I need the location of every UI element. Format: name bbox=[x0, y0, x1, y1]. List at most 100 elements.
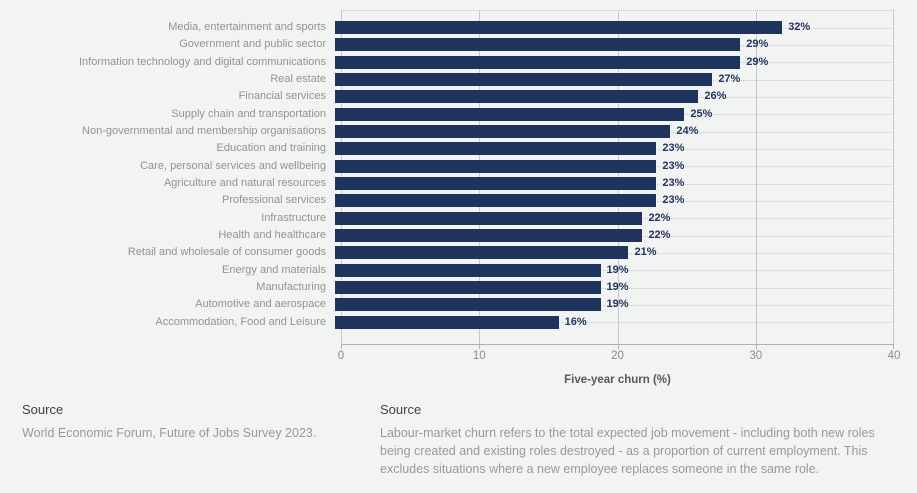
category-label: Government and public sector bbox=[179, 38, 326, 51]
category-label: Manufacturing bbox=[256, 281, 326, 294]
value-label: 26% bbox=[704, 90, 727, 103]
gridline-x-30 bbox=[755, 11, 757, 344]
bar bbox=[335, 142, 657, 156]
bar-track: 22% bbox=[335, 227, 894, 244]
chart-row: Real estate 27% bbox=[0, 71, 894, 88]
value-label: 23% bbox=[662, 177, 685, 190]
x-ticklabel-20: 20 bbox=[611, 350, 624, 362]
value-label: 19% bbox=[606, 281, 629, 294]
row-dotted-gridline bbox=[335, 322, 894, 324]
bar bbox=[335, 125, 671, 139]
bar bbox=[335, 107, 685, 121]
value-label: 21% bbox=[634, 246, 657, 259]
x-ticklabel-40: 40 bbox=[887, 350, 901, 362]
x-ticklabel-0: 0 bbox=[337, 350, 345, 362]
x-tickmark-20 bbox=[617, 345, 619, 349]
chart-row: Media, entertainment and sports 32% bbox=[0, 19, 894, 36]
category-label: Information technology and digital commu… bbox=[78, 55, 326, 68]
bar-track: 25% bbox=[335, 106, 894, 123]
chart-row: Supply chain and transportation 25% bbox=[0, 106, 894, 123]
bar-track: 23% bbox=[335, 140, 894, 157]
chart-row: Accommodation, Food and Leisure 16% bbox=[0, 314, 894, 331]
x-tickmark-30 bbox=[755, 345, 757, 349]
value-label: 24% bbox=[676, 125, 699, 138]
bar-track: 21% bbox=[335, 244, 894, 261]
bar-track: 26% bbox=[335, 88, 894, 105]
bar-track: 32% bbox=[335, 19, 894, 36]
value-label: 22% bbox=[648, 229, 671, 242]
category-label: Education and training bbox=[216, 142, 326, 155]
bar bbox=[335, 298, 601, 312]
category-label: Health and healthcare bbox=[218, 229, 326, 242]
bar-track: 19% bbox=[335, 262, 894, 279]
x-tickmark-0 bbox=[341, 345, 342, 349]
bar bbox=[335, 263, 601, 277]
gridline-x-40 bbox=[893, 11, 894, 344]
category-label: Energy and materials bbox=[222, 263, 326, 276]
value-label: 23% bbox=[662, 194, 685, 207]
chart-row: Information technology and digital commu… bbox=[0, 54, 894, 71]
value-label: 27% bbox=[718, 73, 741, 86]
x-ticklabel-30: 30 bbox=[749, 350, 763, 362]
bar-track: 27% bbox=[335, 71, 894, 88]
category-label: Retail and wholesale of consumer goods bbox=[127, 246, 326, 259]
value-label: 22% bbox=[648, 211, 671, 224]
bar bbox=[335, 194, 657, 208]
x-ticklabel-10: 10 bbox=[472, 350, 486, 362]
x-axis-tickmarks bbox=[341, 345, 894, 350]
source-right: Source Labour-market churn refers to the… bbox=[380, 403, 900, 478]
category-label: Non-governmental and membership organisa… bbox=[82, 125, 326, 138]
chart-row: Government and public sector 29% bbox=[0, 36, 894, 53]
bar-track: 23% bbox=[335, 158, 894, 175]
chart-row: Agriculture and natural resources 23% bbox=[0, 175, 894, 192]
category-label: Real estate bbox=[270, 73, 326, 86]
bar-track: 29% bbox=[335, 36, 894, 53]
footer: Source World Economic Forum, Future of J… bbox=[22, 403, 900, 478]
category-label: Accommodation, Food and Leisure bbox=[155, 315, 326, 328]
bar-track: 29% bbox=[335, 54, 894, 71]
bar-track: 24% bbox=[335, 123, 894, 140]
bar bbox=[335, 281, 601, 295]
value-label: 23% bbox=[662, 159, 685, 172]
chart-row: Professional services 23% bbox=[0, 192, 894, 209]
bar-track: 23% bbox=[335, 192, 894, 209]
chart-row: Financial services 26% bbox=[0, 88, 894, 105]
bar bbox=[335, 55, 741, 69]
x-tickmark-10 bbox=[479, 345, 481, 349]
x-tickmark-40 bbox=[893, 345, 894, 349]
chart-row: Education and training 23% bbox=[0, 140, 894, 157]
chart-row: Manufacturing 19% bbox=[0, 279, 894, 296]
bar bbox=[335, 21, 783, 35]
row-dotted-gridline bbox=[335, 270, 894, 272]
chart-row: Non-governmental and membership organisa… bbox=[0, 123, 894, 140]
row-dotted-gridline bbox=[335, 287, 894, 289]
bar-track: 16% bbox=[335, 314, 894, 331]
value-label: 32% bbox=[788, 21, 811, 34]
bar-track: 19% bbox=[335, 296, 894, 313]
chart-row: Retail and wholesale of consumer goods 21… bbox=[0, 244, 894, 261]
value-label: 23% bbox=[662, 142, 685, 155]
bar bbox=[335, 229, 643, 243]
chart-row: Care, personal services and wellbeing 23% bbox=[0, 158, 894, 175]
bar bbox=[335, 177, 657, 191]
category-label: Infrastructure bbox=[261, 211, 326, 224]
bar-track: 22% bbox=[335, 210, 894, 227]
bar bbox=[335, 246, 629, 260]
source-left-body: World Economic Forum, Future of Jobs Sur… bbox=[22, 426, 317, 440]
category-label: Automotive and aerospace bbox=[195, 298, 326, 311]
category-label: Financial services bbox=[238, 90, 326, 103]
source-right-heading: Source bbox=[380, 402, 422, 417]
category-label: Media, entertainment and sports bbox=[168, 21, 326, 34]
bar bbox=[335, 90, 699, 104]
chart-row: Health and healthcare 22% bbox=[0, 227, 894, 244]
category-label: Professional services bbox=[222, 194, 326, 207]
x-axis-ticklabels: 0 10 20 30 40 bbox=[337, 350, 901, 365]
bar bbox=[335, 159, 657, 173]
category-label: Agriculture and natural resources bbox=[163, 177, 326, 190]
bar-track: 23% bbox=[335, 175, 894, 192]
bar bbox=[335, 211, 643, 225]
category-label: Care, personal services and wellbeing bbox=[140, 159, 326, 172]
bar-rows: Media, entertainment and sports 32% Govern… bbox=[0, 10, 894, 345]
source-left-heading: Source bbox=[22, 402, 64, 417]
